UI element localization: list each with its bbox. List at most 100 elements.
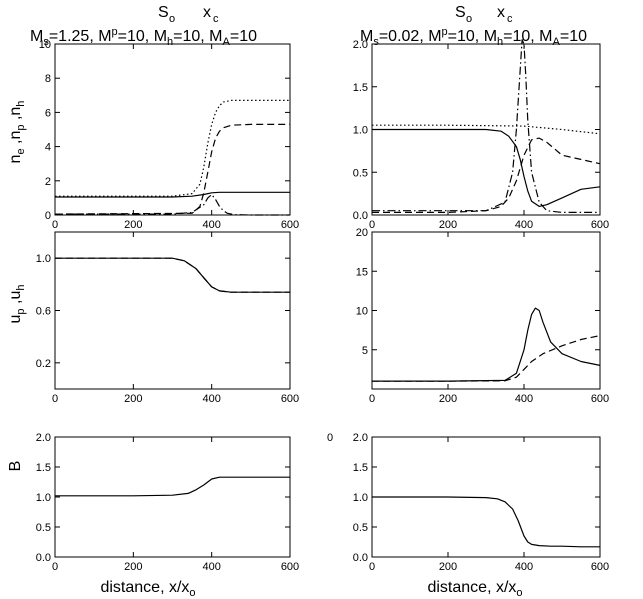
- xlabel-left: distance, x/xo: [100, 579, 195, 599]
- left-top-xtick-label: 600: [281, 219, 299, 231]
- right-bot-ytick-label: 0.5: [353, 522, 368, 534]
- right-top-ytick-label: 0.0: [353, 210, 368, 222]
- left-bot-ytick-label: 2.0: [36, 432, 51, 444]
- right-ms: 0.02: [388, 28, 419, 45]
- left-mid-ytick-label: 0.2: [36, 358, 51, 370]
- left-mid-ytick-label: 1.0: [36, 253, 51, 265]
- left-top-series-solid: [55, 191, 290, 198]
- left-header-x: x: [203, 4, 211, 21]
- right-top-ytick-label: 1.0: [353, 125, 368, 137]
- right-top-ytick-label: 2.0: [353, 39, 368, 51]
- left-bot-xtick-label: 400: [202, 561, 220, 573]
- left-top-ytick-label: 0: [45, 210, 51, 222]
- right-bot-xtick-label: 600: [591, 561, 609, 573]
- right-bot-ytick-label: 1.5: [353, 462, 368, 474]
- right-bot-ytick-label: 0.0: [353, 552, 368, 564]
- left-header: S o x c Ms=1.25, Mp=10, Mh=10, MA=10: [30, 4, 257, 48]
- right-top-xtick-label: 600: [591, 219, 609, 231]
- left-mid-xtick-label: 0: [52, 393, 58, 405]
- right-header: S o x c Ms=0.02, Mp=10, Mh=10, MA=10: [360, 4, 587, 48]
- right-top-xtick-label: 0: [369, 219, 375, 231]
- ylabel-velocity: up ,uh: [7, 285, 27, 324]
- right-header-params: Ms=0.02, Mp=10, Mh=10, MA=10: [360, 26, 587, 48]
- left-mid-series-solid: [55, 257, 290, 293]
- right-bot-xtick-label: 200: [439, 561, 457, 573]
- right-top-ytick-label: 0.5: [353, 167, 368, 179]
- right-mid-xtick-label: 400: [515, 393, 533, 405]
- left-mid-frame: [54, 231, 291, 390]
- right-header-x-sub: c: [507, 13, 513, 25]
- stray-zero-label: 0: [327, 432, 333, 444]
- left-bot-frame: [54, 436, 291, 558]
- left-bot-panel: 0 200 400 600 0.0 0.5 1.0 1.5 2.0: [36, 432, 299, 573]
- right-bot-series-solid: [372, 496, 600, 548]
- right-top-series-dash-dot: [372, 39, 600, 213]
- left-top-series-dotted: [55, 99, 290, 197]
- left-mid-panel: 0 200 400 600 0.2 0.6 1.0: [36, 231, 299, 405]
- right-mid-xtick-label: 200: [439, 393, 457, 405]
- right-header-x: x: [497, 4, 505, 21]
- right-bot-xtick-label: 400: [515, 561, 533, 573]
- left-top-ytick-label: 8: [45, 73, 51, 85]
- right-bot-ytick-label: 1.0: [353, 492, 368, 504]
- left-mid-ytick-label: 0.6: [36, 306, 51, 318]
- left-top-xtick-label: 200: [124, 219, 142, 231]
- right-mid-ytick-label: 15: [356, 266, 368, 278]
- left-top-ytick-label: 4: [45, 142, 51, 154]
- right-bot-panel: 0 200 400 600 0.0 0.5 1.0 1.5 2.0: [353, 432, 609, 573]
- ylabel-density: ne ,np ,nh: [7, 101, 27, 164]
- left-bot-xtick-label: 200: [124, 561, 142, 573]
- right-mid-ytick-label: 5: [362, 345, 368, 357]
- xlabel-right: distance, x/xo: [427, 579, 522, 599]
- right-top-xtick-label: 200: [439, 219, 457, 231]
- left-top-xtick-label: 400: [202, 219, 220, 231]
- left-bot-series-solid: [55, 476, 290, 497]
- right-mid-xtick-label: 600: [591, 393, 609, 405]
- right-header-s: S: [455, 4, 466, 21]
- right-mid-ytick-label: 10: [356, 306, 368, 318]
- left-top-ytick-label: 6: [45, 107, 51, 119]
- left-bot-ytick-label: 0.5: [36, 522, 51, 534]
- left-bot-xtick-label: 600: [281, 561, 299, 573]
- right-header-s-sub: o: [466, 13, 472, 25]
- left-bot-ytick-label: 1.5: [36, 462, 51, 474]
- right-top-xtick-label: 400: [515, 219, 533, 231]
- left-header-s-sub: o: [169, 13, 175, 25]
- right-mid-series-solid: [372, 307, 601, 382]
- left-bot-ytick-label: 0.0: [36, 552, 51, 564]
- right-top-series-dotted: [372, 124, 601, 135]
- left-bot-xtick-label: 0: [52, 561, 58, 573]
- right-bot-xtick-label: 0: [369, 561, 375, 573]
- left-mid-xtick-label: 400: [202, 393, 220, 405]
- right-mid-panel: 0 200 400 600 5 10 15 20: [356, 227, 609, 405]
- left-mid-series-dashed: [55, 257, 290, 293]
- left-top-panel: 0 200 400 600 0 2 4 6 8 10: [39, 39, 299, 231]
- right-mid-xtick-label: 0: [369, 393, 375, 405]
- left-top-xtick-label: 0: [52, 219, 58, 231]
- right-top-series-solid: [372, 128, 601, 207]
- left-header-s: S: [158, 4, 169, 21]
- left-top-frame: [54, 43, 291, 216]
- left-bot-ytick-label: 1.0: [36, 492, 51, 504]
- left-top-series-dash-dot: [55, 193, 290, 216]
- right-mp: 10: [457, 28, 475, 45]
- right-bot-ytick-label: 2.0: [353, 432, 368, 444]
- left-top-series-dashed: [54, 123, 290, 215]
- left-mid-xtick-label: 200: [124, 393, 142, 405]
- left-header-params: Ms=1.25, Mp=10, Mh=10, MA=10: [30, 26, 257, 48]
- left-top-ytick-label: 10: [39, 39, 51, 51]
- right-top-panel: 0 200 400 600 0.0 0.5 1.0 1.5 2.0: [353, 39, 609, 231]
- right-ma: 10: [569, 28, 587, 45]
- left-mid-xtick-label: 600: [281, 393, 299, 405]
- left-header-x-sub: c: [213, 13, 219, 25]
- right-mh: 10: [512, 28, 530, 45]
- left-top-ytick-label: 2: [45, 176, 51, 188]
- left-mh: 10: [182, 28, 200, 45]
- right-mid-ytick-label: 20: [356, 227, 368, 239]
- right-mid-frame: [371, 231, 601, 390]
- right-top-ytick-label: 1.5: [353, 82, 368, 94]
- ylabel-b: B: [7, 461, 24, 472]
- left-ma: 10: [239, 28, 257, 45]
